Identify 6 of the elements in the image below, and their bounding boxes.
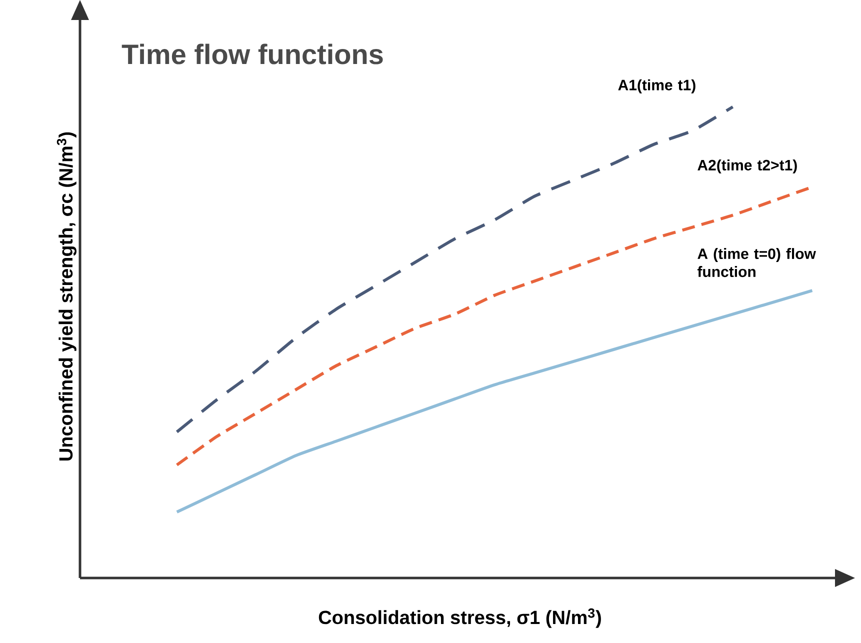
text: A1(time t1) (618, 79, 696, 94)
chart-title: Time flow functions (122, 44, 383, 64)
series-label: A2(time t2>t1) (698, 159, 797, 174)
series-label: A (time t=0) flow function (697, 248, 816, 278)
x-axis-title: Consolidation stress, σ1 (N/m$^{3}$) (318, 608, 601, 628)
y-axis-title: Unconfined yield strength, σc (N/m$^{3}$) (56, 132, 76, 460)
